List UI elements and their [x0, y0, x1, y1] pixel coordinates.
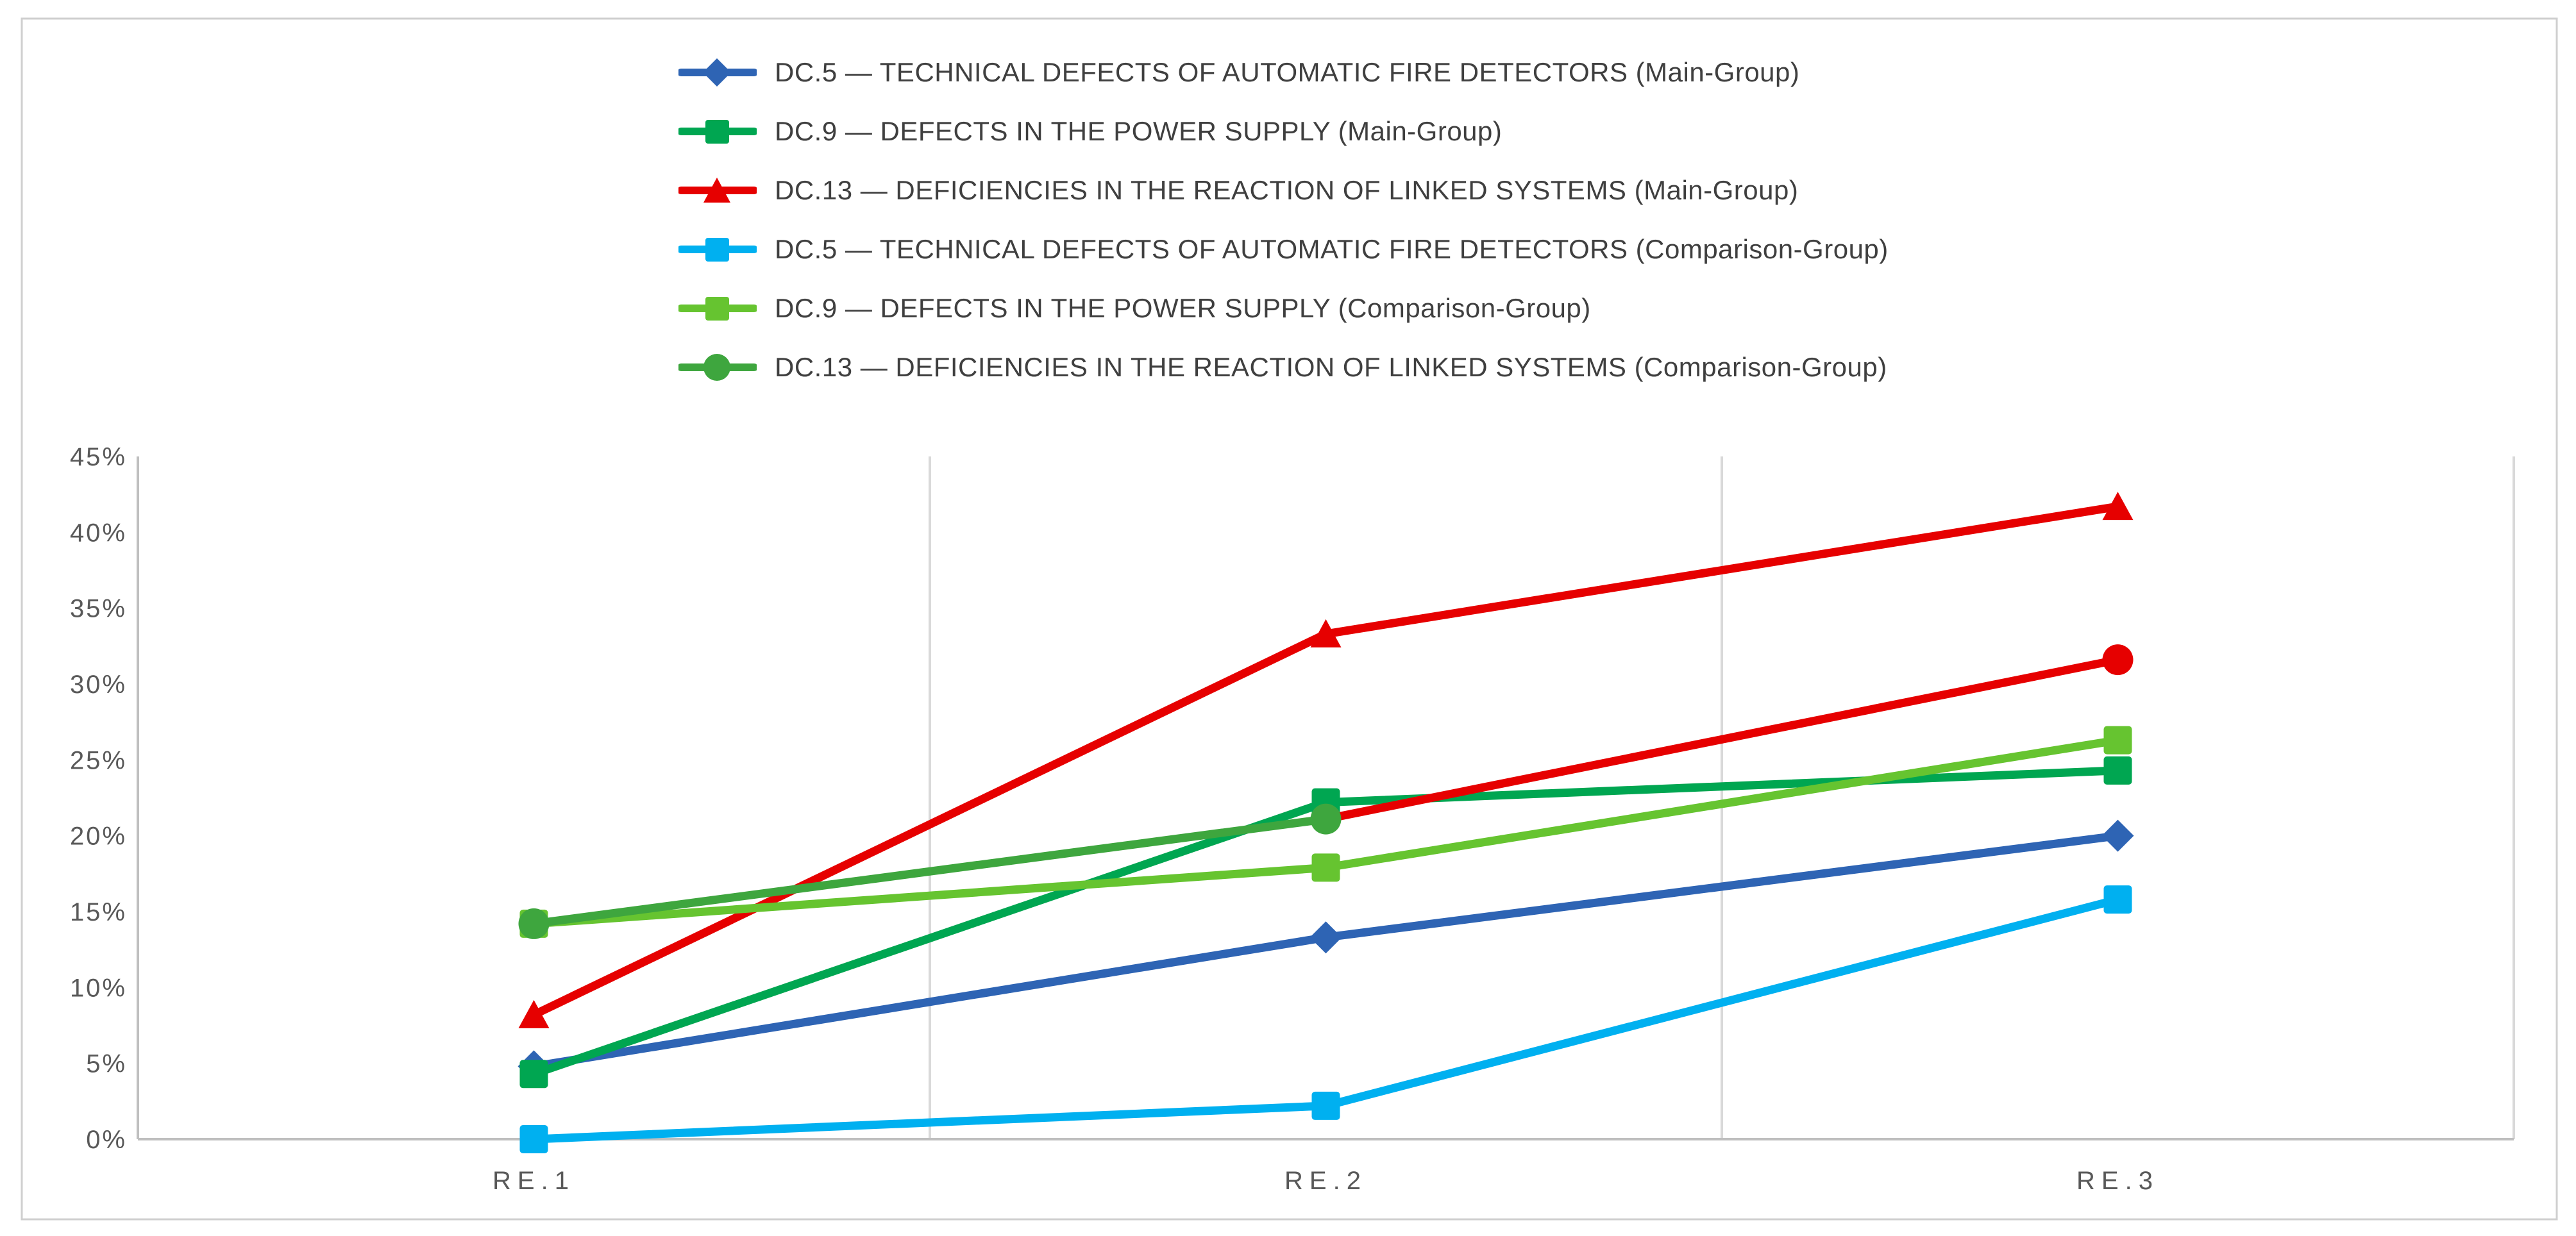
legend-label: DC.13 — DEFICIENCIES IN THE REACTION OF … — [775, 175, 1799, 205]
y-tick-label: 40% — [70, 519, 127, 547]
square-marker-icon — [677, 288, 758, 329]
y-tick-label: 25% — [70, 746, 127, 774]
series-line-0 — [530, 933, 1330, 1071]
x-tick-label: RE.2 — [1284, 1167, 1367, 1195]
series-line-3 — [530, 1101, 1330, 1144]
series-4-point-1 — [1311, 853, 1340, 882]
y-tick-label: 0% — [86, 1126, 127, 1154]
y-tick-label: 35% — [70, 595, 127, 623]
diamond-marker-icon — [677, 52, 758, 93]
y-tick-label: 45% — [70, 443, 127, 471]
legend-item-2: DC.13 — DEFICIENCIES IN THE REACTION OF … — [677, 161, 1889, 220]
legend-label: DC.5 — TECHNICAL DEFECTS OF AUTOMATIC FI… — [775, 234, 1889, 264]
x-tick-label: RE.1 — [492, 1167, 575, 1195]
chart-frame — [21, 17, 2558, 1221]
legend-item-1: DC.9 — DEFECTS IN THE POWER SUPPLY (Main… — [677, 102, 1889, 161]
circle-marker-icon — [677, 347, 758, 388]
series-2-point-2 — [2102, 492, 2134, 521]
legend-item-4: DC.9 — DEFECTS IN THE POWER SUPPLY (Comp… — [677, 279, 1889, 338]
series-1-point-0 — [519, 1060, 548, 1089]
legend-label: DC.9 — DEFECTS IN THE POWER SUPPLY (Comp… — [775, 293, 1591, 323]
chart-legend: DC.5 — TECHNICAL DEFECTS OF AUTOMATIC FI… — [677, 43, 1889, 397]
legend-item-0: DC.5 — TECHNICAL DEFECTS OF AUTOMATIC FI… — [677, 43, 1889, 102]
square-marker-icon — [677, 111, 758, 152]
series-line-1 — [530, 798, 1330, 1078]
series-line-2 — [530, 630, 1330, 1019]
series-2-point-1 — [1310, 619, 1342, 647]
series-5-point-1 — [1310, 803, 1342, 835]
triangle-marker-icon — [677, 170, 758, 211]
y-tick-label: 5% — [86, 1050, 127, 1078]
series-line-1 — [1322, 766, 2122, 807]
y-tick-label: 15% — [70, 898, 127, 926]
legend-label: DC.13 — DEFICIENCIES IN THE REACTION OF … — [775, 352, 1887, 382]
y-tick-label: 30% — [70, 671, 127, 699]
square-marker-icon — [677, 229, 758, 270]
series-line-5 — [1322, 655, 2122, 824]
series-3-point-2 — [2103, 885, 2132, 914]
y-tick-label: 10% — [70, 974, 127, 1002]
series-line-5 — [530, 815, 1330, 928]
series-4-point-2 — [2103, 726, 2132, 755]
legend-item-3: DC.5 — TECHNICAL DEFECTS OF AUTOMATIC FI… — [677, 220, 1889, 279]
series-line-3 — [1322, 895, 2122, 1110]
x-tick-label: RE.3 — [2076, 1167, 2159, 1195]
series-5-point-0 — [518, 908, 550, 939]
series-line-0 — [1322, 831, 2122, 942]
series-5-point-2 — [2102, 644, 2134, 676]
series-3-point-0 — [519, 1125, 548, 1153]
legend-label: DC.5 — TECHNICAL DEFECTS OF AUTOMATIC FI… — [775, 57, 1800, 87]
series-line-4 — [1322, 736, 2122, 872]
series-3-point-1 — [1311, 1091, 1340, 1120]
series-0-point-2 — [2101, 819, 2134, 852]
series-line-2 — [1322, 502, 2122, 639]
series-line-4 — [530, 863, 1330, 928]
y-tick-label: 20% — [70, 823, 127, 851]
series-1-point-2 — [2103, 756, 2132, 785]
legend-item-5: DC.13 — DEFICIENCIES IN THE REACTION OF … — [677, 338, 1889, 397]
legend-label: DC.9 — DEFECTS IN THE POWER SUPPLY (Main… — [775, 116, 1503, 146]
series-2-point-0 — [518, 999, 550, 1028]
series-0-point-1 — [1309, 921, 1342, 954]
